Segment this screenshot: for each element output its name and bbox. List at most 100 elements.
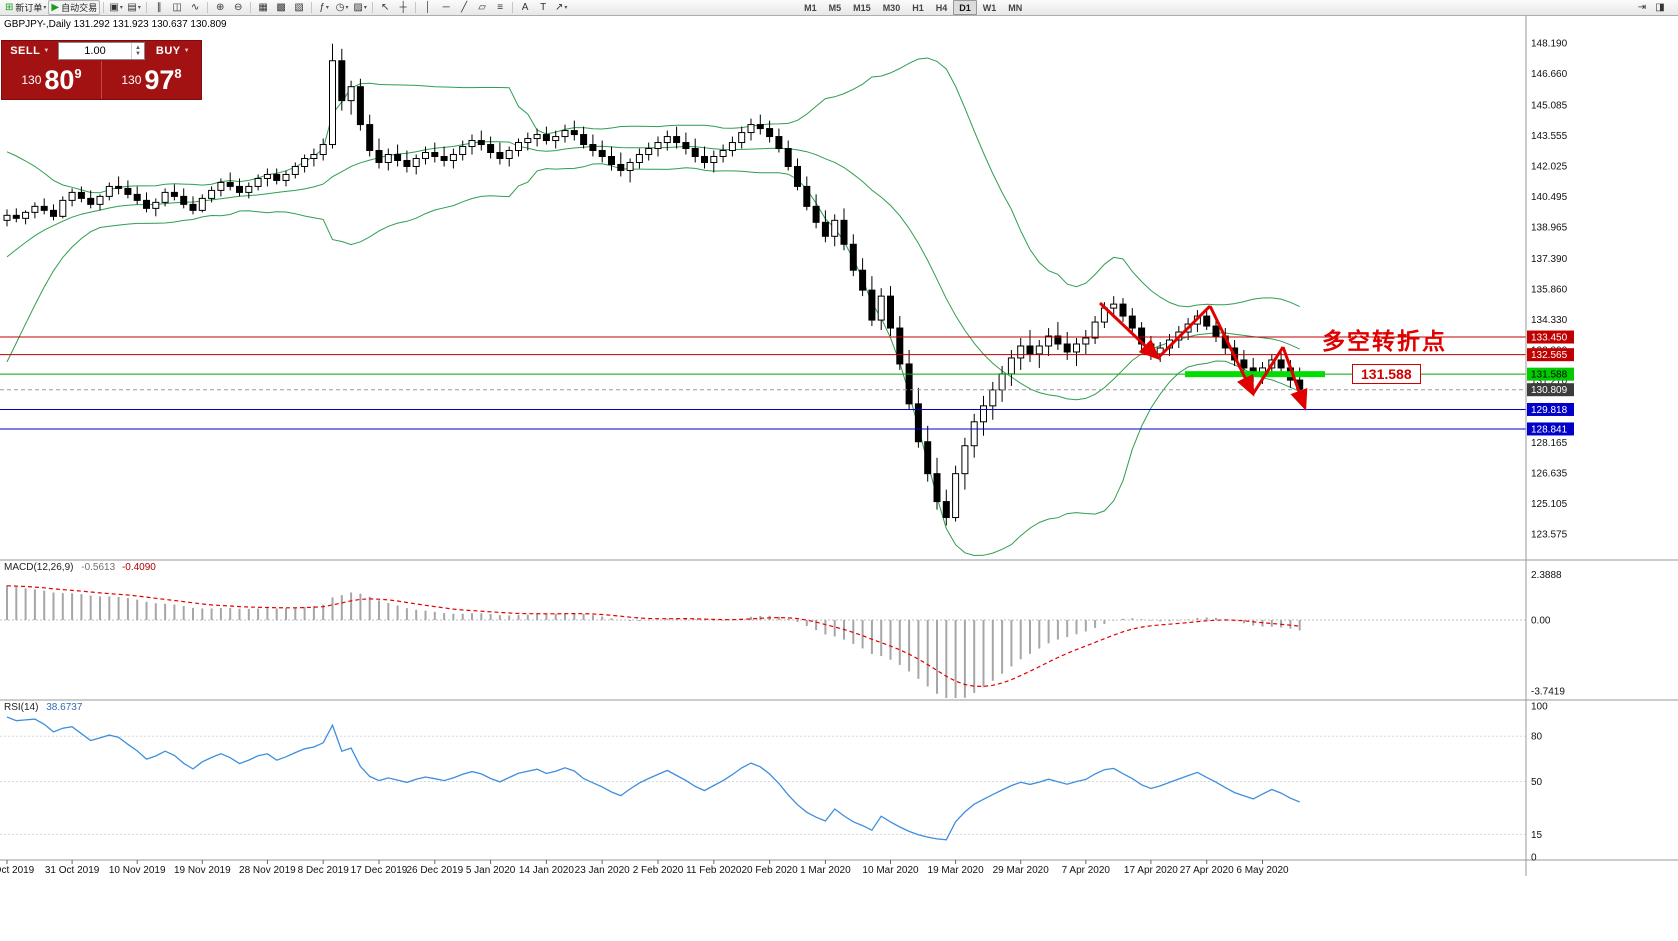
auto-trading-button[interactable]: ▶ 自动交易 xyxy=(48,0,101,15)
templates-button[interactable]: ▨ ▾ xyxy=(351,1,369,14)
volume-input[interactable]: 1.00 ▲ ▼ xyxy=(58,42,145,60)
svg-text:19 Nov 2019: 19 Nov 2019 xyxy=(174,865,231,876)
text-label-button[interactable]: T xyxy=(534,1,552,14)
horizontal-line-button[interactable]: ─ xyxy=(437,1,455,14)
svg-text:0.00: 0.00 xyxy=(1531,616,1551,627)
profiles-button[interactable]: ▤ ▾ xyxy=(125,1,143,14)
sell-button[interactable]: SELL ▼ xyxy=(2,41,58,61)
stepper-up-icon[interactable]: ▲ xyxy=(135,45,141,51)
main-toolbar: ⊞ 新订单 ▾ ▶ 自动交易 ▣ ▾ ▤ ▾ ∥ ◫ ∿ ⊕ ⊖ ▦ ▩ ▧ ƒ ▾ ◷ ▾ ▨ ▾ ↖ ┼ │ ─ ╱ ▱ ≡ A T ↗ ▾ M… xyxy=(0,0,1678,16)
arrange-windows-icon: ▧ xyxy=(294,1,304,13)
rsi-pane[interactable] xyxy=(0,716,1526,841)
support-highlight-bar[interactable] xyxy=(1185,371,1325,378)
horizontal-line-icon: ─ xyxy=(442,1,450,13)
crosshair-icon: ┼ xyxy=(399,1,407,13)
new-chart-button[interactable]: ▣ ▾ xyxy=(107,1,125,14)
arrows-icon: ↗ xyxy=(554,1,564,13)
buy-price-sup: 8 xyxy=(174,66,182,81)
chart-shift-button[interactable]: ⇥ xyxy=(1633,1,1651,14)
timeframe-group: M1 M5 M15 M30 H1 H4 D1 W1 MN xyxy=(798,0,1028,15)
turning-point-annotation[interactable]: 多空转折点 xyxy=(1322,328,1447,354)
line-chart-icon: ∿ xyxy=(190,1,200,13)
svg-text:50: 50 xyxy=(1531,777,1543,788)
new-order-button[interactable]: ⊞ 新订单 ▾ xyxy=(3,1,48,14)
chevron-down-icon: ▾ xyxy=(345,5,349,11)
chevron-down-icon: ▾ xyxy=(325,5,329,11)
timeframe-m5-button[interactable]: M5 xyxy=(828,2,842,13)
timeframe-m30-button[interactable]: M30 xyxy=(882,2,901,13)
bar-chart-icon: ∥ xyxy=(156,1,162,13)
periods-button[interactable]: ◷ ▾ xyxy=(333,1,351,14)
bar-chart-button[interactable]: ∥ xyxy=(150,1,168,14)
vertical-line-icon: │ xyxy=(425,1,432,13)
text-button[interactable]: A xyxy=(516,1,534,14)
volume-value: 1.00 xyxy=(84,45,106,57)
svg-text:128.841: 128.841 xyxy=(1531,424,1568,435)
sell-price-button[interactable]: 130 80 9 xyxy=(2,61,101,99)
templates-icon: ▨ xyxy=(353,1,363,13)
price-badges: 133.450 132.565 131.588 130.809 129.818 128.8… xyxy=(1527,330,1574,436)
price-axis[interactable]: 148.190 146.660 145.085 143.555 142.025 140.4… xyxy=(1531,39,1568,864)
svg-text:131.270: 131.270 xyxy=(1531,376,1568,387)
svg-text:142.025: 142.025 xyxy=(1531,161,1568,172)
price-tag-annotation[interactable]: 131.588 xyxy=(1352,364,1421,384)
new-chart-icon: ▣ xyxy=(109,1,119,13)
svg-text:133.450: 133.450 xyxy=(1531,333,1568,344)
svg-text:7 Apr 2020: 7 Apr 2020 xyxy=(1062,865,1111,876)
date-axis[interactable]: 22 Oct 2019 31 Oct 2019 10 Nov 2019 19 Nov … xyxy=(0,860,1289,876)
tile-windows-button[interactable]: ▦ xyxy=(254,1,272,14)
svg-text:0: 0 xyxy=(1531,853,1537,864)
svg-text:20 Feb 2020: 20 Feb 2020 xyxy=(742,865,799,876)
buy-price-button[interactable]: 130 97 8 xyxy=(101,61,201,99)
svg-text:128.165: 128.165 xyxy=(1531,438,1568,449)
cascade-windows-button[interactable]: ▩ xyxy=(272,1,290,14)
svg-text:8 Dec 2019: 8 Dec 2019 xyxy=(298,865,350,876)
macd-pane[interactable] xyxy=(0,585,1526,698)
chevron-down-icon: ▼ xyxy=(183,48,191,54)
svg-text:26 Dec 2019: 26 Dec 2019 xyxy=(406,865,463,876)
timeframe-h1-button[interactable]: H1 xyxy=(912,2,924,13)
volume-stepper[interactable]: ▲ ▼ xyxy=(131,43,144,59)
vertical-line-button[interactable]: │ xyxy=(419,1,437,14)
buy-button[interactable]: BUY ▼ xyxy=(145,41,201,61)
zoom-in-button[interactable]: ⊕ xyxy=(211,1,229,14)
auto-scroll-button[interactable]: ◨ xyxy=(1651,1,1669,14)
main-price-pane[interactable] xyxy=(3,43,1304,557)
toolbar-right-group: ⇥ ◨ xyxy=(1633,1,1669,14)
sell-button-label: SELL xyxy=(10,45,41,57)
trendline-button[interactable]: ╱ xyxy=(455,1,473,14)
timeframe-m1-button[interactable]: M1 xyxy=(804,2,817,13)
cursor-button[interactable]: ↖ xyxy=(376,1,394,14)
arrows-button[interactable]: ↗ ▾ xyxy=(552,1,570,14)
periods-icon: ◷ xyxy=(335,1,345,13)
arrange-windows-button[interactable]: ▧ xyxy=(290,1,308,14)
line-chart-button[interactable]: ∿ xyxy=(186,1,204,14)
timeframe-mn-button[interactable]: MN xyxy=(1008,2,1023,13)
timeframe-d1-button[interactable]: D1 xyxy=(953,0,977,15)
svg-text:123.575: 123.575 xyxy=(1531,530,1568,541)
svg-text:129.818: 129.818 xyxy=(1531,405,1568,416)
chevron-down-icon: ▼ xyxy=(43,48,50,54)
svg-text:31 Oct 2019: 31 Oct 2019 xyxy=(45,865,100,876)
chevron-down-icon: ▾ xyxy=(43,5,47,11)
chevron-down-icon: ▾ xyxy=(564,5,568,11)
equidistant-channel-button[interactable]: ▱ xyxy=(473,1,491,14)
timeframe-h4-button[interactable]: H4 xyxy=(935,2,948,13)
indicators-button[interactable]: ƒ ▾ xyxy=(315,1,333,14)
candlestick-chart-button[interactable]: ◫ xyxy=(168,1,186,14)
zigzag-arrow-annotation[interactable] xyxy=(1098,301,1308,411)
fibonacci-button[interactable]: ≡ xyxy=(491,1,509,14)
zoom-out-button[interactable]: ⊖ xyxy=(229,1,247,14)
auto-scroll-icon: ◨ xyxy=(1655,1,1665,13)
macd-signal-value: -0.4090 xyxy=(121,562,156,573)
crosshair-button[interactable]: ┼ xyxy=(394,1,412,14)
timeframe-w1-button[interactable]: W1 xyxy=(982,2,997,13)
toolbar-separator xyxy=(146,2,148,13)
timeframe-m15-button[interactable]: M15 xyxy=(853,2,871,13)
svg-text:17 Apr 2020: 17 Apr 2020 xyxy=(1124,865,1178,876)
stepper-down-icon[interactable]: ▼ xyxy=(135,51,141,57)
chevron-down-icon: ▾ xyxy=(137,5,141,11)
sell-price-sup: 9 xyxy=(74,66,82,81)
